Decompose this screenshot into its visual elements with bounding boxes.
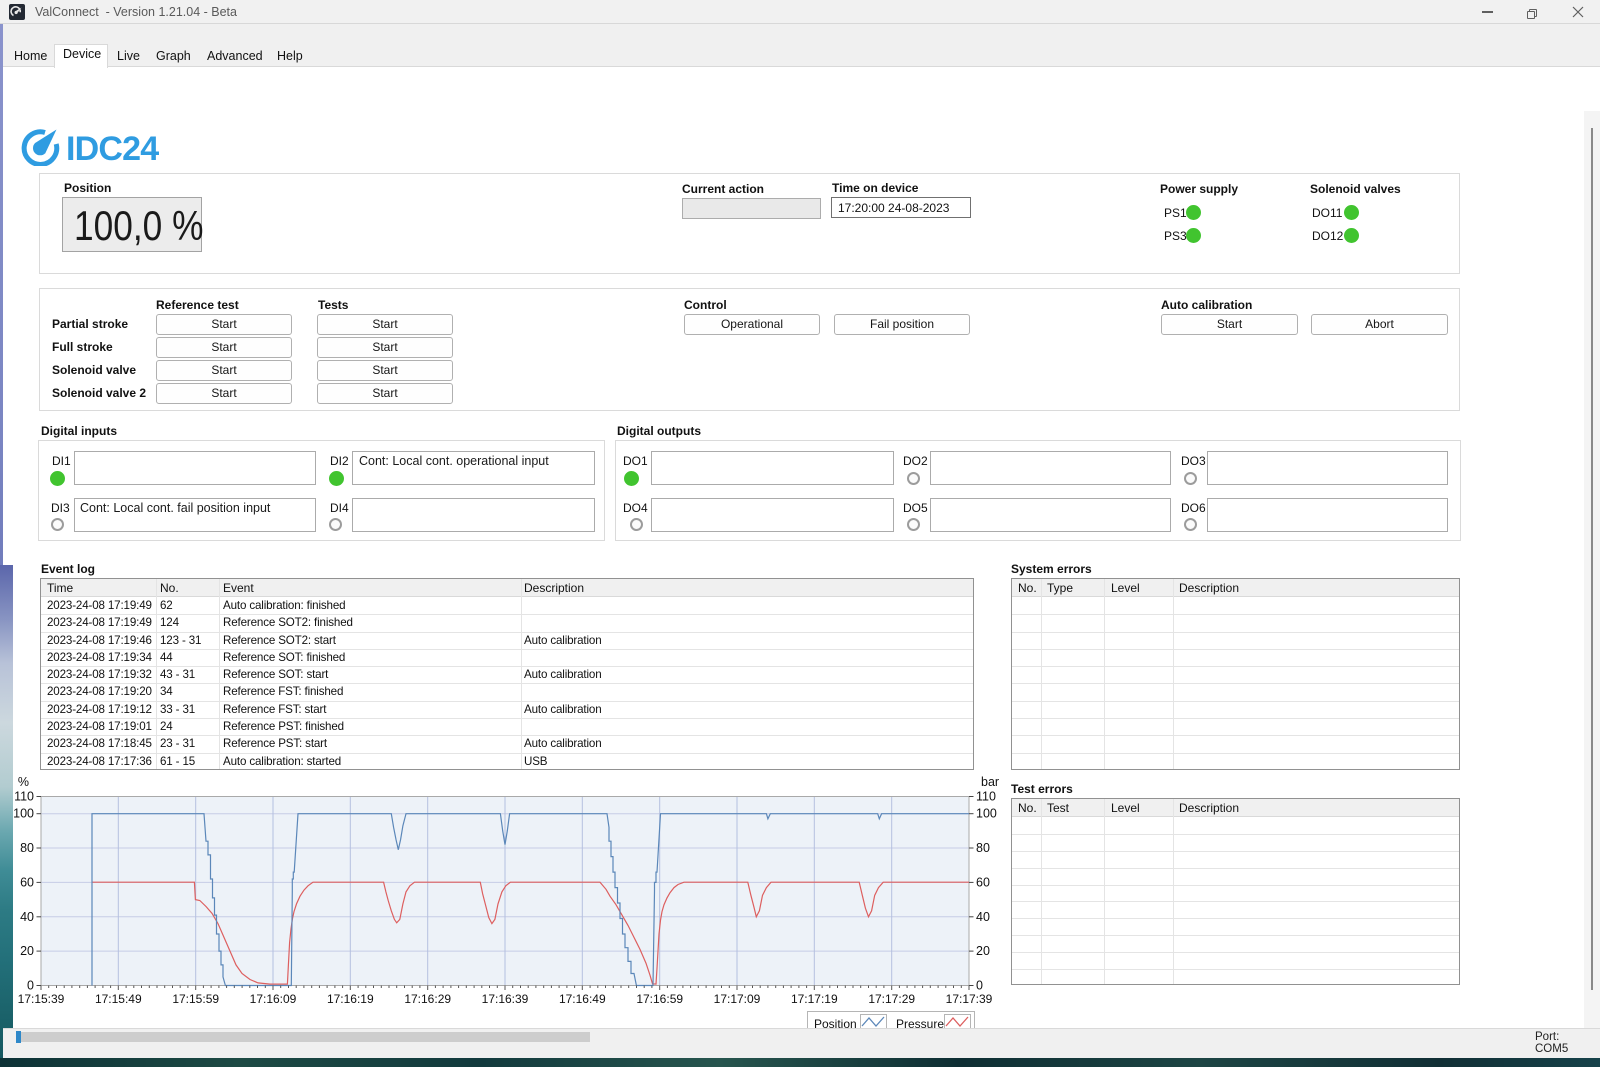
svg-text:17:16:19: 17:16:19: [327, 992, 374, 1006]
svg-text:%: %: [18, 775, 29, 789]
svg-text:17:16:29: 17:16:29: [404, 992, 451, 1006]
svg-text:17:17:09: 17:17:09: [714, 992, 761, 1006]
svg-text:20: 20: [976, 944, 990, 958]
svg-text:17:17:29: 17:17:29: [868, 992, 915, 1006]
svg-text:20: 20: [20, 944, 34, 958]
svg-text:17:15:59: 17:15:59: [172, 992, 219, 1006]
svg-text:60: 60: [20, 875, 34, 889]
svg-text:110: 110: [976, 790, 996, 804]
svg-text:100: 100: [13, 807, 34, 821]
svg-text:17:15:39: 17:15:39: [18, 992, 65, 1006]
svg-text:17:17:19: 17:17:19: [791, 992, 838, 1006]
svg-text:80: 80: [976, 841, 990, 855]
svg-text:40: 40: [976, 910, 990, 924]
svg-text:60: 60: [976, 875, 990, 889]
svg-text:bar: bar: [981, 775, 999, 789]
svg-text:80: 80: [20, 841, 34, 855]
svg-text:17:16:39: 17:16:39: [482, 992, 529, 1006]
svg-text:40: 40: [20, 910, 34, 924]
svg-text:17:16:59: 17:16:59: [636, 992, 683, 1006]
svg-text:17:17:39: 17:17:39: [946, 992, 993, 1006]
svg-text:0: 0: [27, 979, 34, 993]
svg-text:100: 100: [976, 807, 997, 821]
svg-text:17:16:09: 17:16:09: [250, 992, 297, 1006]
svg-text:110: 110: [14, 790, 34, 804]
svg-text:17:16:49: 17:16:49: [559, 992, 606, 1006]
svg-text:0: 0: [976, 979, 983, 993]
svg-text:17:15:49: 17:15:49: [95, 992, 142, 1006]
